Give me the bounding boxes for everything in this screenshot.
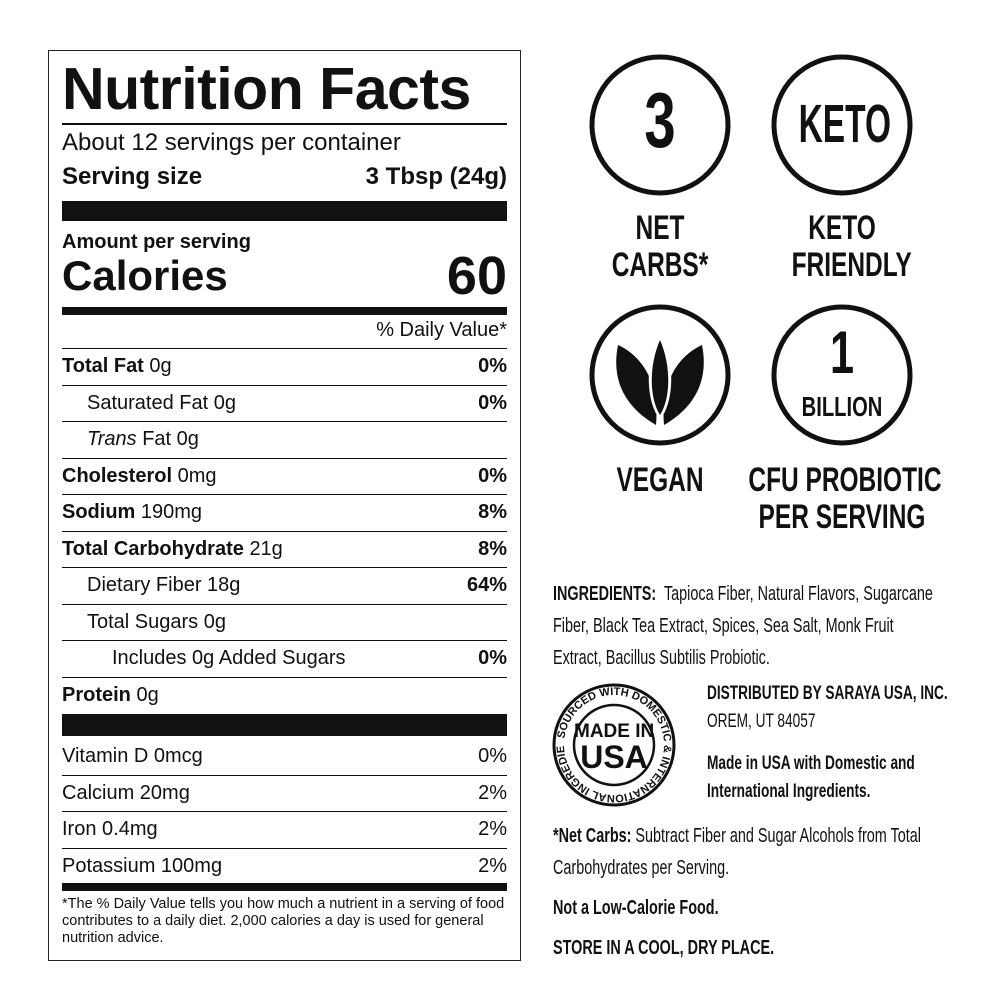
- nutrient-row: Sodium 190mg 8%: [62, 494, 507, 531]
- nutrient-name: Includes 0g Added Sugars: [112, 647, 346, 670]
- nutrient-name: Total Fat 0g: [62, 355, 172, 378]
- nutrient-row: Cholesterol 0mg 0%: [62, 457, 507, 495]
- vitamin-row: Potassium 100mg 2%: [62, 847, 507, 885]
- probiotic-circle: [771, 304, 913, 446]
- daily-value: 0%: [478, 744, 507, 767]
- nutrient-name: Sodium 190mg: [62, 501, 203, 524]
- seal-usa: USA: [580, 739, 648, 775]
- nutrient-name: Total Carbohydrate 21g: [62, 537, 283, 560]
- vitamin-name: Potassium 100mg: [62, 854, 223, 877]
- distributor: DISTRIBUTED BY SARAYA USA, INC. OREM, UT …: [707, 683, 948, 732]
- vegan-label: VEGAN: [616, 461, 704, 499]
- made-in-usa-text: Made in USA with Domestic and Internation…: [707, 753, 915, 802]
- daily-value: 0%: [478, 647, 507, 670]
- net-carbs-number: 3: [644, 76, 676, 164]
- daily-value: 64%: [466, 574, 507, 597]
- serving-size-label: Serving size: [62, 163, 203, 190]
- calories-row: Calories 60: [62, 246, 507, 306]
- daily-value-header: % Daily Value*: [376, 319, 507, 341]
- nutrient-name: Dietary Fiber 18g: [87, 574, 241, 597]
- vitamin-name: Vitamin D 0mcg: [62, 744, 203, 767]
- nutrient-row: Saturated Fat 0g 0%: [62, 384, 507, 422]
- made-in-usa-seal-icon: SOURCED WITH DOMESTIC & INTERNATIONAL IN…: [0, 0, 676, 807]
- vegan-circle: [589, 304, 731, 446]
- daily-value: 0%: [478, 391, 507, 414]
- serving-size-value: 3 Tbsp (24g): [365, 163, 507, 190]
- net-carbs-note: *Net Carbs: Subtract Fiber and Sugar Alc…: [553, 825, 921, 879]
- probiotic-label: CFU PROBIOTIC PER SERVING: [748, 461, 942, 537]
- billion-number: 1: [829, 319, 855, 386]
- nutrition-facts-panel: Nutrition Facts About 12 servings per co…: [48, 50, 521, 961]
- thick-divider: [62, 201, 507, 221]
- medium-divider: [62, 307, 507, 315]
- keto-icon-text: KETO: [798, 94, 891, 154]
- net-carbs-circle: [589, 54, 731, 196]
- vitamin-row: Calcium 20mg 2%: [62, 774, 507, 812]
- billion-text: BILLION: [801, 391, 883, 422]
- daily-value: 2%: [478, 818, 507, 841]
- keto-circle: [771, 54, 913, 196]
- seal-made-in: MADE IN: [574, 721, 655, 742]
- daily-value: 0%: [478, 355, 507, 378]
- vitamin-name: Calcium 20mg: [62, 781, 190, 804]
- calories-label: Calories: [62, 252, 228, 299]
- low-calorie-note: Not a Low-Calorie Food.: [553, 897, 719, 919]
- net-carbs-label: NET CARBS*: [611, 209, 709, 285]
- daily-value: 0%: [478, 464, 507, 487]
- nutrient-name: Saturated Fat 0g: [87, 391, 236, 414]
- thick-divider: [62, 714, 507, 736]
- nutrient-name: Cholesterol 0mg: [62, 464, 217, 487]
- nutrient-row: Dietary Fiber 18g 64%: [62, 567, 507, 604]
- nutrient-row: Total Sugars 0g: [62, 603, 507, 641]
- nutrient-row: Total Carbohydrate 21g 8%: [62, 530, 507, 568]
- vitamin-row: Iron 0.4mg 2%: [62, 811, 507, 848]
- nutrient-name: Total Sugars 0g: [87, 610, 226, 633]
- nutrient-row: Protein 0g: [62, 676, 507, 714]
- servings-per-container: About 12 servings per container: [62, 129, 401, 156]
- nutrient-name: Trans Fat 0g: [87, 428, 199, 451]
- vitamin-name: Iron 0.4mg: [62, 818, 158, 841]
- amount-per-serving: Amount per serving: [62, 231, 251, 253]
- footnote: *The % Daily Value tells you how much a …: [62, 896, 505, 946]
- daily-value: 2%: [478, 781, 507, 804]
- storage-note: STORE IN A COOL, DRY PLACE.: [553, 937, 775, 959]
- svg-text:SOURCED WITH DOMESTIC & INTERN: SOURCED WITH DOMESTIC & INTERNATIONAL IN…: [0, 0, 673, 804]
- keto-friendly-label: KETO FRIENDLY: [791, 209, 912, 285]
- medium-divider: [62, 883, 507, 891]
- nutrient-row: Includes 0g Added Sugars 0%: [62, 640, 507, 677]
- daily-value: 2%: [478, 854, 507, 877]
- divider: [62, 123, 507, 125]
- ingredients: INGREDIENTS: Tapioca Fiber, Natural Flav…: [553, 583, 933, 669]
- nutrition-title: Nutrition Facts: [62, 56, 471, 122]
- daily-value: 8%: [478, 537, 507, 560]
- serving-size: Serving size 3 Tbsp (24g): [62, 163, 507, 191]
- leaf-icon: [616, 330, 704, 425]
- nutrient-row: Total Fat 0g 0%: [62, 348, 507, 385]
- vitamin-row: Vitamin D 0mcg 0%: [62, 738, 507, 775]
- daily-value: 8%: [478, 501, 507, 524]
- calories-value: 60: [446, 246, 507, 306]
- nutrient-name: Protein 0g: [62, 683, 159, 706]
- nutrient-row: Trans Fat 0g: [62, 421, 507, 458]
